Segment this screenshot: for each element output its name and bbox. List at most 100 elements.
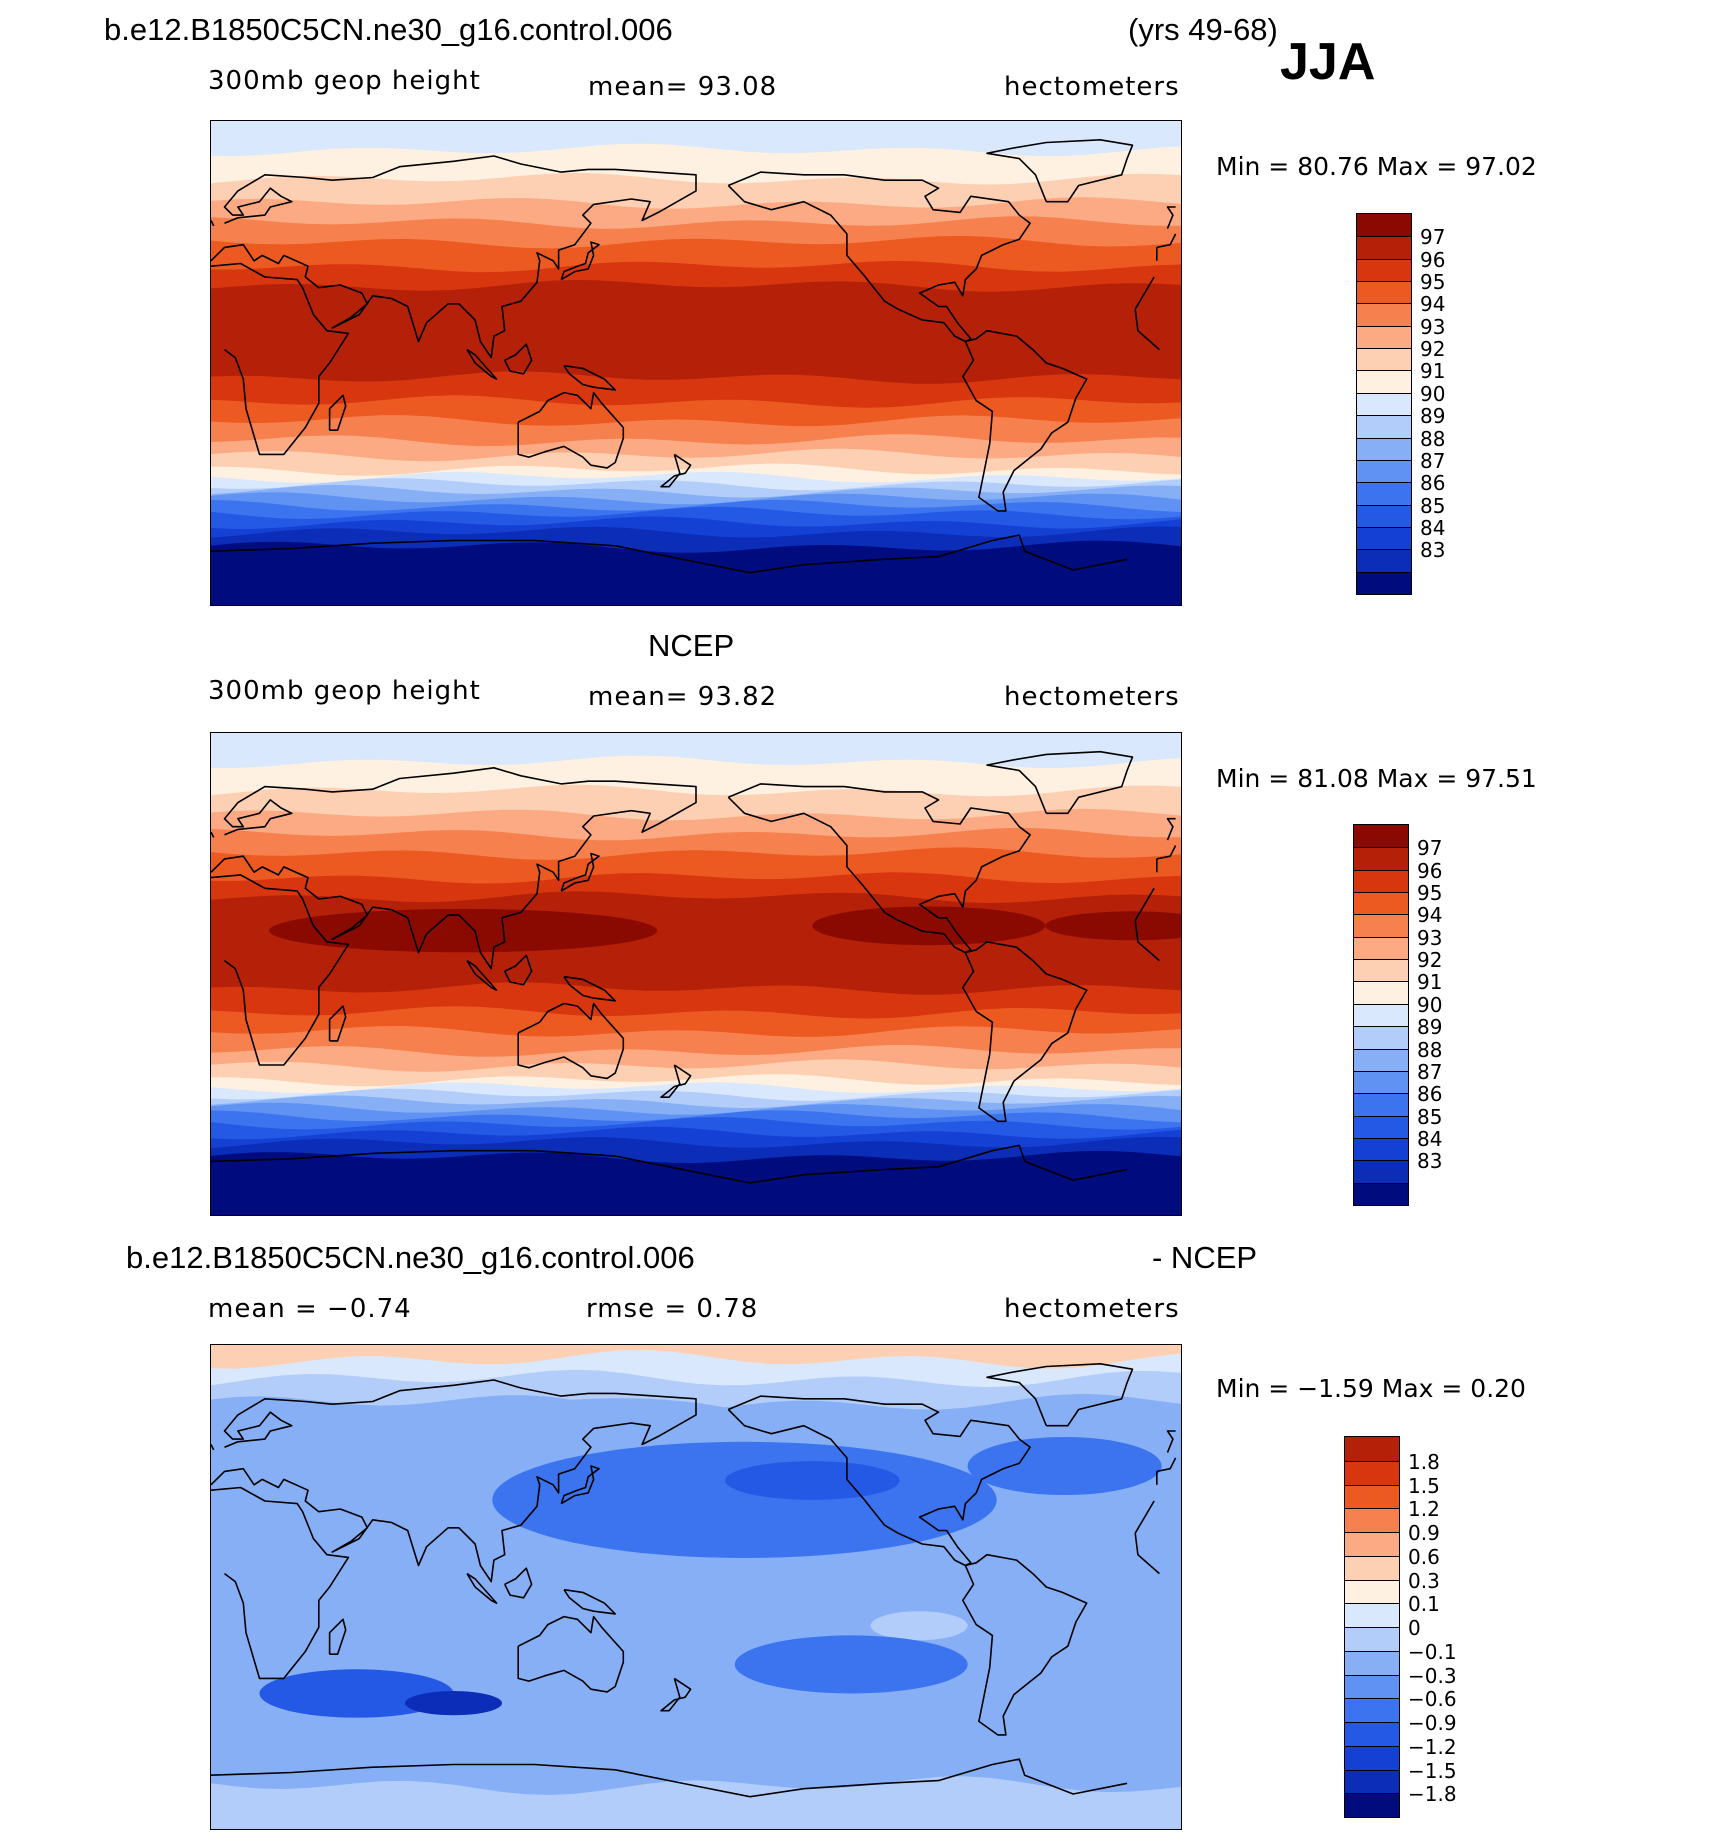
colorbar-label: 95: [1420, 270, 1446, 295]
colorbar-label: 90: [1417, 992, 1443, 1017]
panel2-title: NCEP: [648, 628, 735, 663]
colorbar-swatch: [1345, 1627, 1399, 1651]
colorbar-label: 0.9: [1408, 1521, 1440, 1545]
colorbar-swatch: [1345, 1460, 1399, 1485]
colorbar-swatch: [1357, 482, 1411, 505]
coastline: [560, 1465, 600, 1505]
colorbar-swatch: [1354, 892, 1408, 915]
panel1-mean: mean= 93.08: [588, 72, 778, 102]
coastline: [986, 750, 1134, 815]
contour-region: [870, 1611, 968, 1641]
coastline: [560, 241, 600, 281]
colorbar-swatch: [1345, 1603, 1399, 1627]
colorbar-swatch: [1354, 959, 1408, 982]
coastline: [517, 1615, 625, 1693]
colorbar-swatch: [1354, 869, 1408, 893]
coastline: [660, 453, 692, 488]
colorbar-swatch: [1357, 258, 1411, 282]
coastline: [563, 1588, 616, 1615]
colorbar-label: 83: [1420, 538, 1446, 563]
coastline: [560, 852, 600, 892]
colorbar-swatch: [1357, 549, 1411, 572]
coastline: [211, 1758, 1128, 1798]
colorbar-label: 97: [1420, 225, 1446, 250]
colorbar-label: 1.2: [1408, 1497, 1440, 1522]
colorbar-swatch: [1354, 1003, 1408, 1027]
colorbar-swatch: [1357, 459, 1411, 483]
colorbar-swatch: [1354, 1070, 1408, 1094]
contour-region: [734, 1635, 968, 1694]
colorbar-swatch: [1357, 392, 1411, 416]
coastline: [211, 817, 1176, 841]
coastline: [503, 954, 533, 986]
map-field: [211, 1345, 1181, 1829]
colorbar-swatch: [1345, 1745, 1399, 1770]
colorbar-label: 92: [1417, 948, 1443, 973]
coastline: [211, 262, 1160, 456]
colorbar-label: 94: [1417, 903, 1443, 928]
contour-region: [812, 906, 1046, 946]
coastline: [466, 348, 498, 380]
colorbar-swatch: [1345, 1579, 1399, 1604]
panel3-mean: mean = −0.74: [208, 1294, 412, 1324]
colorbar-label: 86: [1417, 1082, 1443, 1107]
colorbar-swatch: [1357, 370, 1411, 393]
colorbar-swatch: [1357, 303, 1411, 326]
colorbar-swatch: [1357, 437, 1411, 460]
coastline: [211, 155, 1177, 359]
colorbar-label: 96: [1417, 858, 1443, 883]
coastline: [962, 941, 1088, 1123]
colorbar-label: 94: [1420, 292, 1446, 317]
coastline: [727, 1395, 1031, 1567]
colorbar-swatch: [1354, 847, 1408, 870]
colorbar-label: −0.6: [1408, 1687, 1457, 1712]
coastline: [211, 1144, 1128, 1184]
colorbar-label: 85: [1417, 1104, 1443, 1129]
colorbar-swatch: [1357, 415, 1411, 438]
panel2-mean: mean= 93.82: [588, 682, 778, 712]
colorbar-label: 0: [1408, 1616, 1421, 1640]
colorbar-swatch: [1354, 914, 1408, 937]
colorbar-swatch: [1354, 1026, 1408, 1049]
coastline: [466, 959, 498, 991]
coastline: [211, 534, 1128, 574]
coastline: [211, 874, 1160, 1066]
colorbar-label: 87: [1417, 1059, 1443, 1084]
contour-region: [725, 1461, 900, 1500]
panel2-map: [210, 732, 1182, 1216]
coastline: [660, 1064, 692, 1098]
colorbar-swatch: [1357, 526, 1411, 550]
coastline: [503, 1567, 533, 1599]
colorbar-label: −1.5: [1408, 1758, 1457, 1783]
colorbar-swatch: [1354, 825, 1408, 848]
contour-region: [967, 1436, 1162, 1496]
coastline: [211, 1486, 1160, 1680]
colorbar-swatch: [1345, 1437, 1399, 1461]
colorbar-swatch: [1345, 1650, 1399, 1675]
panel1-variable: 300mb geop height: [208, 66, 481, 96]
colorbar-label: 83: [1417, 1149, 1443, 1174]
panel2-colorbar: [1353, 824, 1409, 1206]
colorbar-label: 89: [1417, 1015, 1443, 1040]
panel1-map: [210, 120, 1182, 606]
panel1-minmax: Min = 80.76 Max = 97.02: [1216, 152, 1537, 181]
contour-region: [1045, 911, 1181, 941]
colorbar-label: 91: [1417, 970, 1443, 995]
panel2-variable: 300mb geop height: [208, 676, 481, 706]
colorbar-label: 1.5: [1408, 1473, 1440, 1498]
colorbar-swatch: [1354, 1048, 1408, 1071]
colorbar-label: 96: [1420, 247, 1446, 272]
colorbar-label: 88: [1420, 426, 1446, 451]
coastline: [962, 1553, 1088, 1736]
colorbar-swatch: [1345, 1793, 1399, 1817]
coastline: [727, 783, 1031, 954]
colorbar-label: 97: [1417, 836, 1443, 861]
colorbar-label: 85: [1420, 493, 1446, 518]
colorbar-label: 87: [1420, 448, 1446, 473]
colorbar-swatch: [1354, 1093, 1408, 1116]
coastline: [563, 364, 616, 391]
coastline: [503, 343, 533, 375]
contour-region: [211, 1451, 464, 1529]
colorbar-label: −0.9: [1408, 1711, 1457, 1735]
panel1-units: hectometers: [1004, 72, 1180, 102]
